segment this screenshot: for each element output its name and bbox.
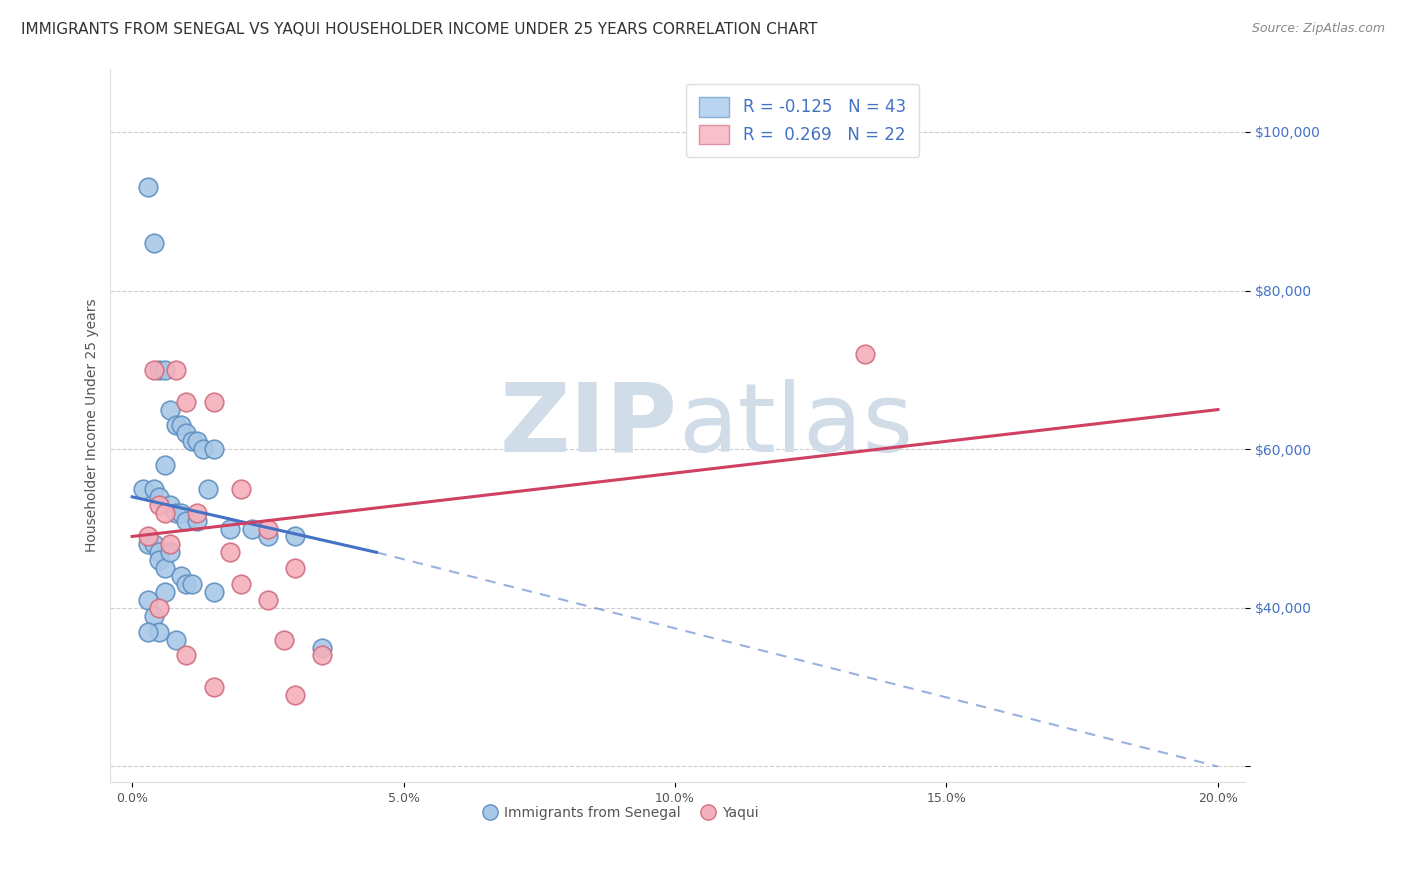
Point [176, 577, 198, 591]
Point [142, 482, 165, 496]
Point [148, 363, 170, 377]
Point [257, 529, 280, 543]
Point [170, 569, 193, 583]
Point [853, 347, 876, 361]
Point [159, 498, 181, 512]
Point [153, 458, 176, 472]
Point [284, 688, 307, 702]
Point [165, 506, 187, 520]
Point [176, 394, 198, 409]
Point [240, 522, 263, 536]
Point [257, 522, 280, 536]
Point [170, 418, 193, 433]
Point [186, 434, 208, 449]
Point [153, 585, 176, 599]
Point [176, 514, 198, 528]
Point [148, 624, 170, 639]
Point [273, 632, 295, 647]
Point [159, 402, 181, 417]
Text: IMMIGRANTS FROM SENEGAL VS YAQUI HOUSEHOLDER INCOME UNDER 25 YEARS CORRELATION C: IMMIGRANTS FROM SENEGAL VS YAQUI HOUSEHO… [21, 22, 818, 37]
Point [159, 537, 181, 551]
Point [142, 537, 165, 551]
Point [186, 514, 208, 528]
Point [142, 608, 165, 623]
Point [197, 482, 219, 496]
Point [180, 577, 202, 591]
Point [153, 506, 176, 520]
Point [132, 482, 155, 496]
Point [159, 545, 181, 559]
Point [229, 577, 252, 591]
Point [257, 593, 280, 607]
Point [165, 363, 187, 377]
Legend: Immigrants from Senegal, Yaqui: Immigrants from Senegal, Yaqui [478, 800, 765, 825]
Point [148, 600, 170, 615]
Point [311, 648, 333, 663]
Point [176, 426, 198, 441]
Point [138, 624, 160, 639]
Point [186, 506, 208, 520]
Point [165, 632, 187, 647]
Text: atlas: atlas [678, 379, 912, 472]
Point [218, 522, 240, 536]
Text: Source: ZipAtlas.com: Source: ZipAtlas.com [1251, 22, 1385, 36]
Point [229, 482, 252, 496]
Point [284, 529, 307, 543]
Point [148, 498, 170, 512]
Point [170, 506, 193, 520]
Point [138, 529, 160, 543]
Point [138, 537, 160, 551]
Y-axis label: Householder Income Under 25 years: Householder Income Under 25 years [86, 299, 100, 552]
Point [202, 394, 225, 409]
Text: ZIP: ZIP [501, 379, 678, 472]
Point [176, 648, 198, 663]
Point [148, 490, 170, 504]
Point [153, 363, 176, 377]
Point [180, 434, 202, 449]
Point [148, 545, 170, 559]
Point [153, 561, 176, 575]
Point [202, 680, 225, 694]
Point [138, 180, 160, 194]
Point [191, 442, 214, 457]
Point [202, 585, 225, 599]
Point [311, 640, 333, 655]
Point [142, 363, 165, 377]
Point [218, 545, 240, 559]
Point [284, 561, 307, 575]
Point [148, 553, 170, 567]
Point [202, 442, 225, 457]
Point [138, 593, 160, 607]
Point [165, 418, 187, 433]
Point [142, 235, 165, 250]
